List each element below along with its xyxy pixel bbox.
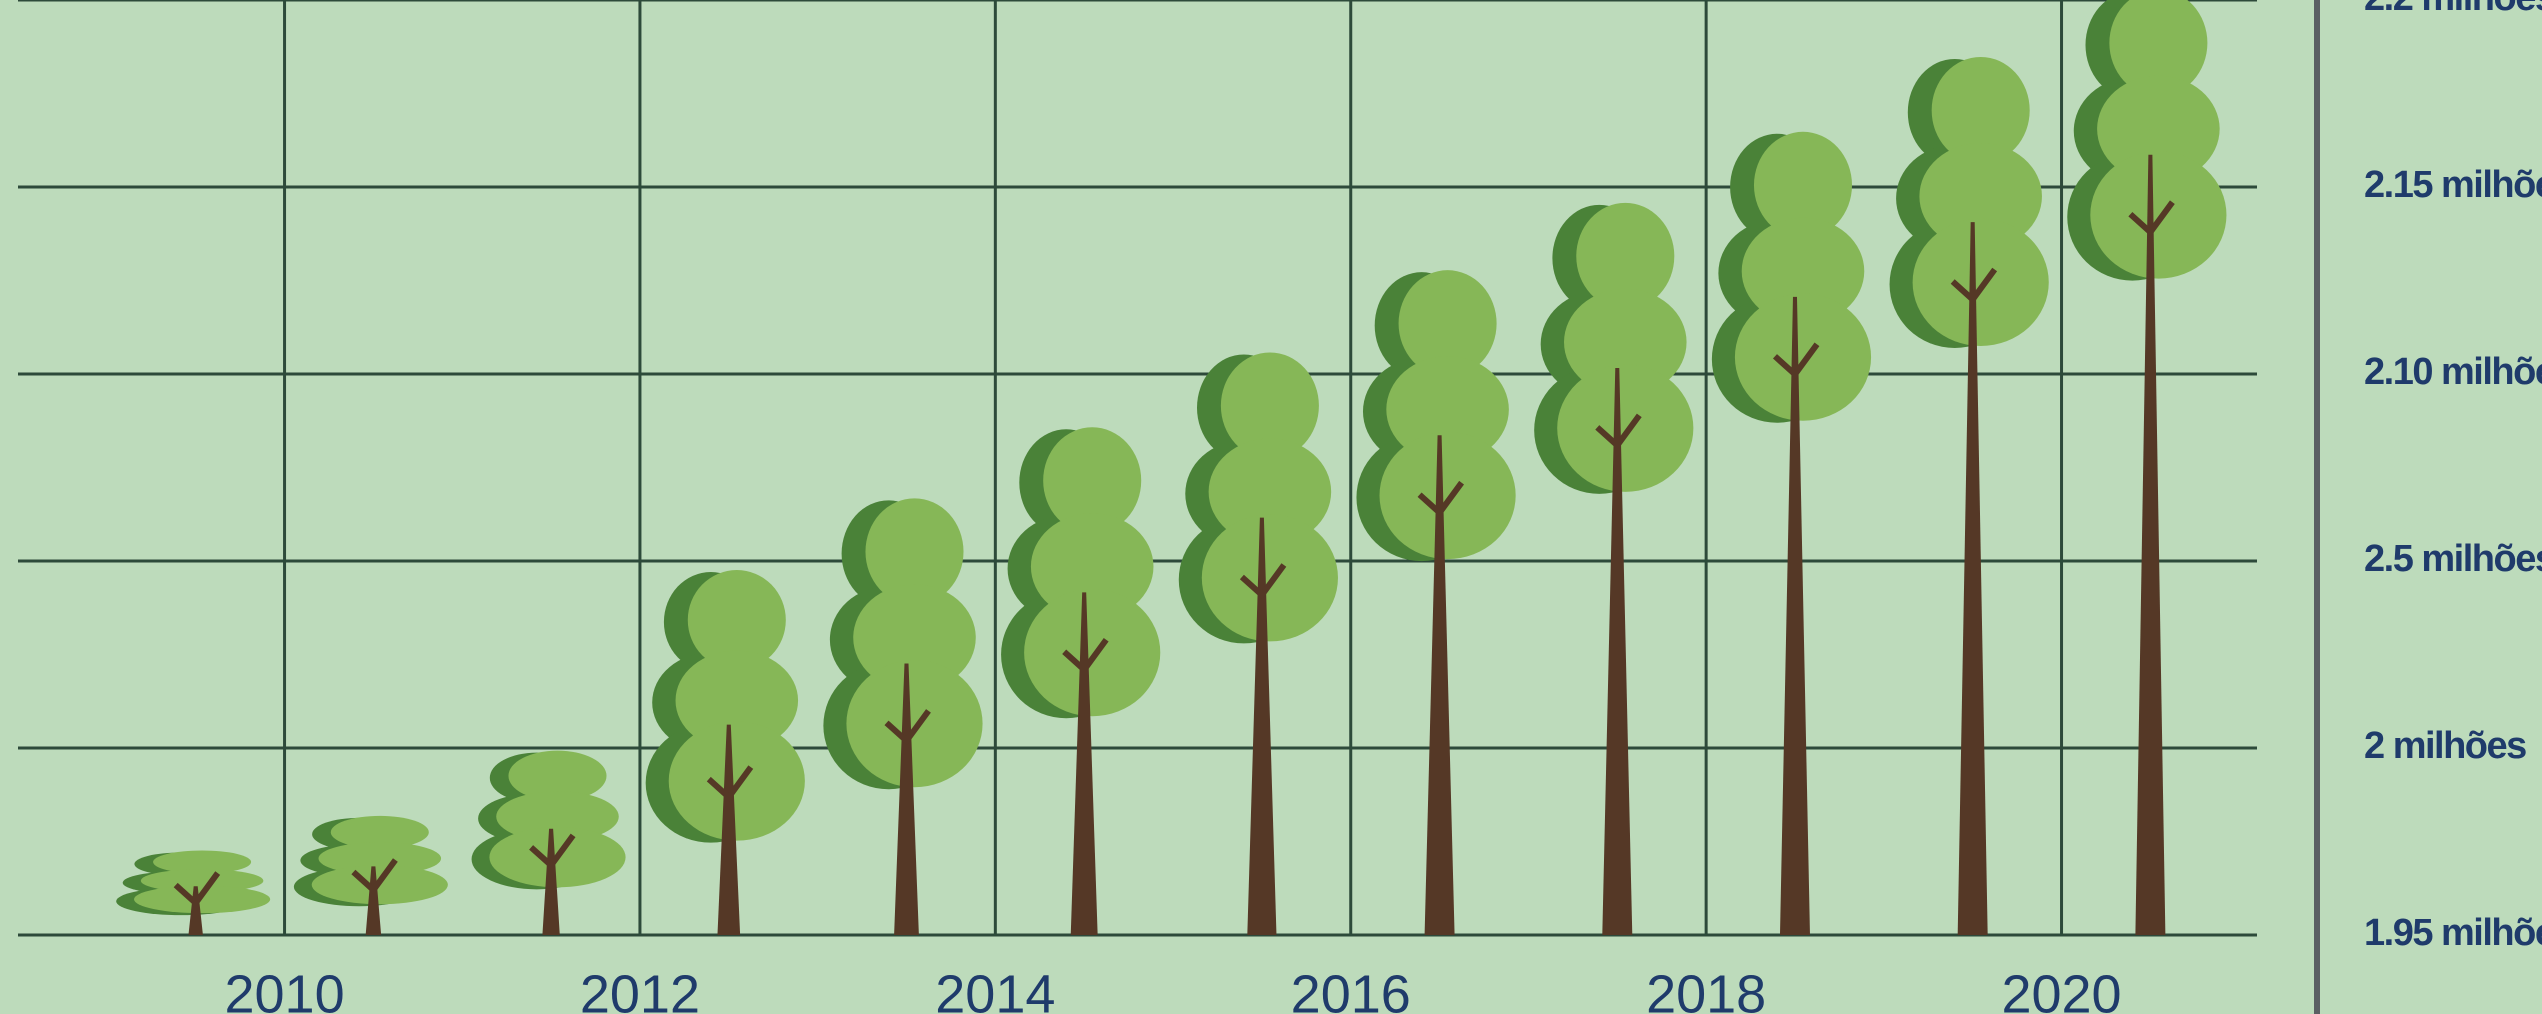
branch xyxy=(2128,200,2175,237)
tree xyxy=(1711,131,1872,935)
x-tick-label: 2014 xyxy=(935,964,1055,1014)
crown-lobe xyxy=(1201,514,1338,642)
y-tick-label: 2 milhões xyxy=(2364,725,2526,767)
tree xyxy=(471,750,626,935)
x-tick-label: 2010 xyxy=(224,964,344,1014)
crown-lobe xyxy=(496,791,619,842)
crown-lobe xyxy=(1030,513,1154,620)
crown-lobe xyxy=(1208,438,1332,546)
crown-lobe xyxy=(1043,427,1142,534)
crown-lobe xyxy=(140,869,264,893)
trunk xyxy=(1957,222,1988,935)
crown-lobe xyxy=(1734,293,1872,421)
x-tick-label: 2016 xyxy=(1291,964,1411,1014)
branch xyxy=(1772,342,1820,379)
crown-lobe xyxy=(687,570,786,670)
tree xyxy=(645,570,805,935)
trunk xyxy=(188,886,203,935)
trunk xyxy=(2135,154,2166,936)
tree xyxy=(1889,57,2049,935)
trunk xyxy=(1424,435,1455,935)
tree xyxy=(1356,270,1516,935)
branch xyxy=(1950,267,1998,304)
crown-lobe xyxy=(1564,288,1687,396)
trunk xyxy=(894,663,919,935)
branch xyxy=(351,858,398,895)
crown-lobe xyxy=(1931,57,2030,164)
crown-lobe xyxy=(2109,0,2208,97)
crown-lobe xyxy=(1024,588,1161,717)
y-tick-label: 2.10 milhões xyxy=(2364,351,2542,393)
branch xyxy=(529,833,576,870)
crown-lobe xyxy=(508,750,607,802)
branch xyxy=(1417,480,1465,518)
branch xyxy=(1595,413,1642,450)
tree xyxy=(293,815,448,935)
tree xyxy=(1178,352,1338,935)
crown-lobe xyxy=(865,498,964,605)
crown-lobe xyxy=(1379,431,1516,560)
y-tick-label: 2.5 milhões xyxy=(2364,538,2542,580)
tree xyxy=(1534,202,1694,936)
trunk xyxy=(717,724,741,935)
crown-lobe xyxy=(1912,218,2049,346)
trunk xyxy=(1602,367,1633,936)
crown-lobe xyxy=(853,584,976,691)
x-tick-label: 2012 xyxy=(580,964,700,1014)
crown-lobe xyxy=(318,842,442,875)
tree xyxy=(2067,0,2227,936)
crown-lobe xyxy=(1220,352,1319,460)
trunk xyxy=(1070,592,1098,935)
crown-lobe xyxy=(2090,151,2227,279)
crown-lobe xyxy=(1741,217,1865,325)
y-tick-label: 1.95 milhões xyxy=(2364,912,2542,954)
trunk xyxy=(542,828,560,935)
branch xyxy=(173,871,221,908)
y-tick-label: 2.2 milhões xyxy=(2364,0,2542,19)
crown-lobe xyxy=(846,660,983,788)
x-tick-label: 2018 xyxy=(1646,964,1766,1014)
crown-lobe xyxy=(668,721,805,841)
crown-lobe xyxy=(1753,131,1853,239)
branch xyxy=(884,709,931,746)
crown-lobe xyxy=(675,650,799,751)
crown-lobe xyxy=(330,815,429,849)
crown-lobe xyxy=(1398,270,1497,377)
x-tick-label: 2020 xyxy=(2001,964,2121,1014)
tree xyxy=(116,850,271,935)
tree xyxy=(1001,427,1161,935)
crown-lobe xyxy=(1576,202,1675,310)
trunk xyxy=(1247,517,1277,935)
crown-lobe xyxy=(1557,364,1694,492)
crown-lobe xyxy=(2097,75,2220,183)
branch xyxy=(1239,563,1287,600)
trunk xyxy=(1779,296,1810,935)
y-tick-label: 2.15 milhões xyxy=(2364,164,2542,206)
trunk xyxy=(365,866,382,935)
tree xyxy=(823,498,983,935)
branch xyxy=(706,765,754,802)
branch xyxy=(1062,638,1109,675)
crown-lobe xyxy=(1386,356,1509,463)
crown-lobe xyxy=(153,850,252,874)
crown-lobe xyxy=(1919,143,2042,250)
